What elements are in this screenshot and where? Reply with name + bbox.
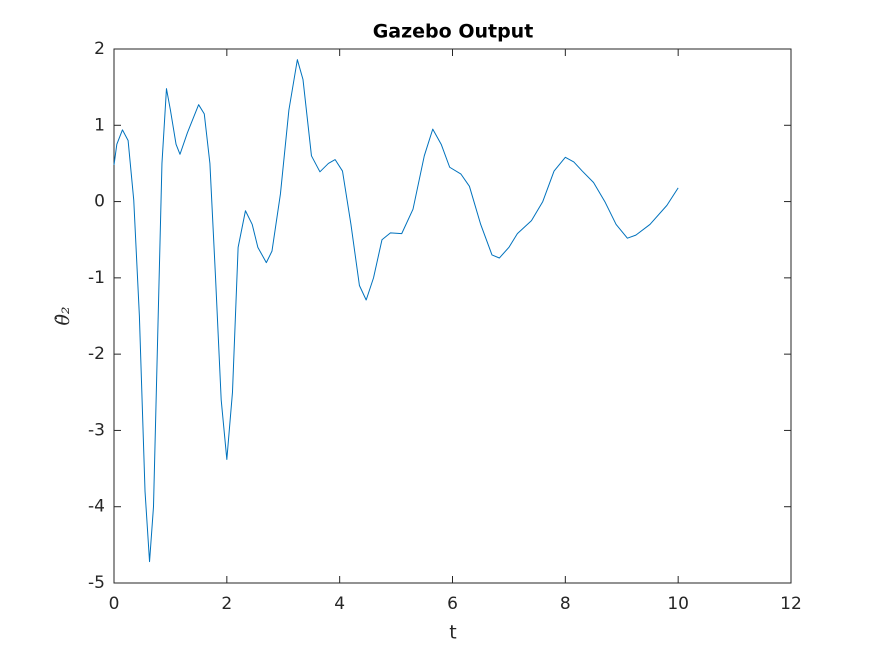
y-tick-label: -3	[88, 420, 105, 440]
x-tick-label: 0	[109, 594, 120, 614]
x-tick-label: 6	[447, 594, 458, 614]
y-tick-label: -2	[88, 344, 105, 364]
x-tick-label: 10	[667, 594, 689, 614]
y-tick-label: -4	[88, 497, 105, 517]
y-tick-label: 2	[94, 39, 105, 59]
y-tick-label: 1	[94, 115, 105, 135]
x-tick-label: 4	[334, 594, 345, 614]
plot-area	[113, 48, 792, 584]
chart-title: Gazebo Output	[373, 21, 534, 43]
y-tick-label: 0	[94, 192, 105, 212]
x-tick-label: 12	[780, 594, 802, 614]
y-axis-label: θ̇₂	[52, 306, 74, 325]
data-line	[113, 59, 679, 563]
y-tick-label: -5	[88, 573, 105, 593]
y-tick-label: -1	[88, 268, 105, 288]
x-tick-label: 8	[560, 594, 571, 614]
x-tick-label: 2	[221, 594, 232, 614]
x-axis-label: t	[449, 622, 456, 644]
